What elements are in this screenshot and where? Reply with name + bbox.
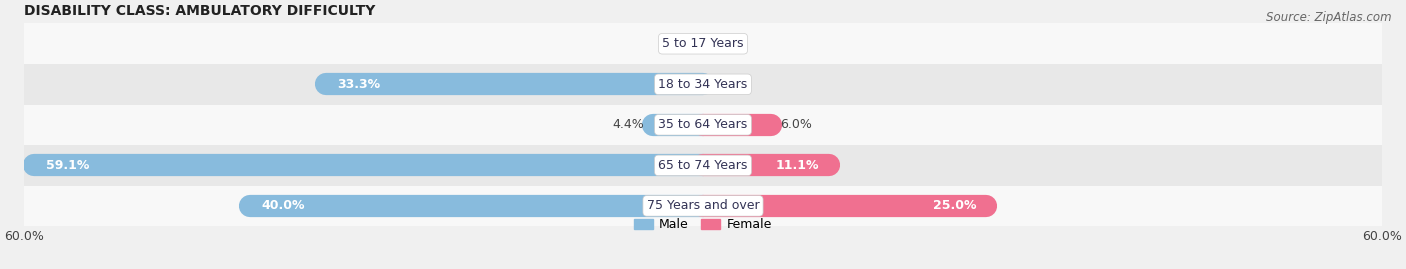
Text: 0.0%: 0.0% <box>665 37 697 50</box>
Text: DISABILITY CLASS: AMBULATORY DIFFICULTY: DISABILITY CLASS: AMBULATORY DIFFICULTY <box>24 4 375 18</box>
Bar <box>24 64 1382 105</box>
Text: 33.3%: 33.3% <box>337 78 381 91</box>
Text: 11.1%: 11.1% <box>776 159 820 172</box>
Text: 5 to 17 Years: 5 to 17 Years <box>662 37 744 50</box>
Text: 4.4%: 4.4% <box>613 118 644 131</box>
Text: Source: ZipAtlas.com: Source: ZipAtlas.com <box>1267 11 1392 24</box>
Text: 35 to 64 Years: 35 to 64 Years <box>658 118 748 131</box>
Bar <box>24 23 1382 64</box>
Text: 59.1%: 59.1% <box>45 159 89 172</box>
Text: 0.0%: 0.0% <box>709 78 741 91</box>
Legend: Male, Female: Male, Female <box>630 213 776 236</box>
Text: 75 Years and over: 75 Years and over <box>647 199 759 213</box>
Bar <box>24 145 1382 186</box>
Bar <box>24 105 1382 145</box>
Text: 18 to 34 Years: 18 to 34 Years <box>658 78 748 91</box>
Text: 40.0%: 40.0% <box>262 199 305 213</box>
Text: 6.0%: 6.0% <box>780 118 811 131</box>
Text: 65 to 74 Years: 65 to 74 Years <box>658 159 748 172</box>
Bar <box>24 186 1382 226</box>
Text: 0.0%: 0.0% <box>709 37 741 50</box>
Text: 25.0%: 25.0% <box>934 199 977 213</box>
